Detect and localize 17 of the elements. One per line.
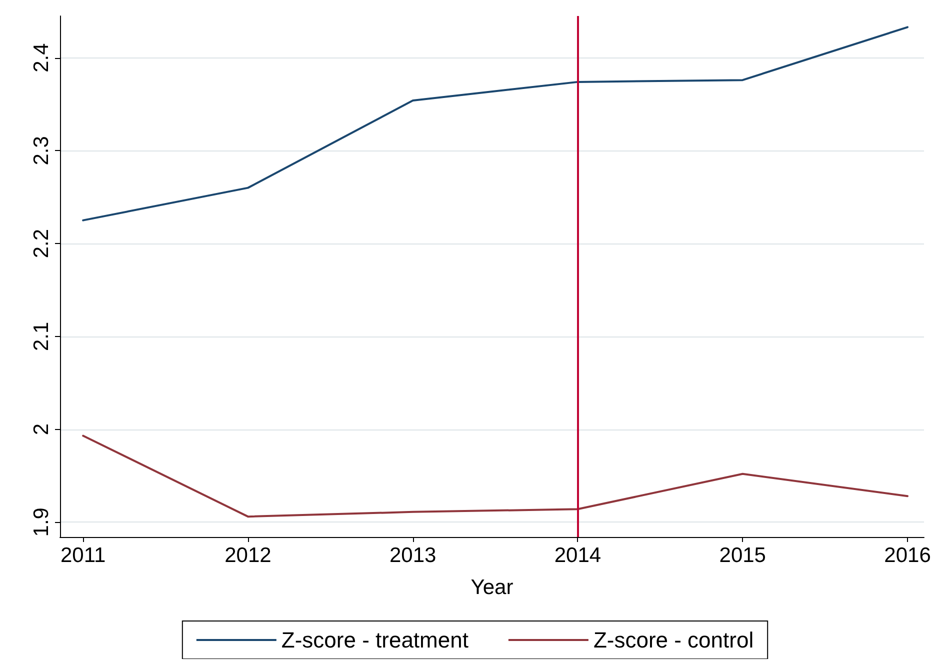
x-tick-label: 2015: [719, 544, 766, 567]
y-tick-label: 2.1: [30, 322, 53, 352]
y-tick-label: 2: [30, 423, 53, 436]
legend-label: Z-score - treatment: [281, 628, 468, 652]
y-tick-label: 1.9: [30, 508, 53, 537]
x-tick-label: 2012: [224, 544, 272, 567]
line-series: [82, 26, 909, 222]
line-series: [82, 434, 909, 518]
x-tick-label: 2016: [884, 544, 931, 567]
x-axis-title: Year: [470, 576, 514, 599]
legend-label: Z-score - control: [593, 628, 754, 652]
x-tick-label: 2014: [554, 544, 602, 567]
y-tick-label: 2.2: [30, 228, 53, 258]
y-tick-label: 2.4: [30, 42, 53, 72]
x-tick-label: 2013: [389, 544, 436, 567]
y-tick-label: 2.3: [30, 136, 53, 166]
x-tick-label: 2011: [60, 544, 106, 567]
